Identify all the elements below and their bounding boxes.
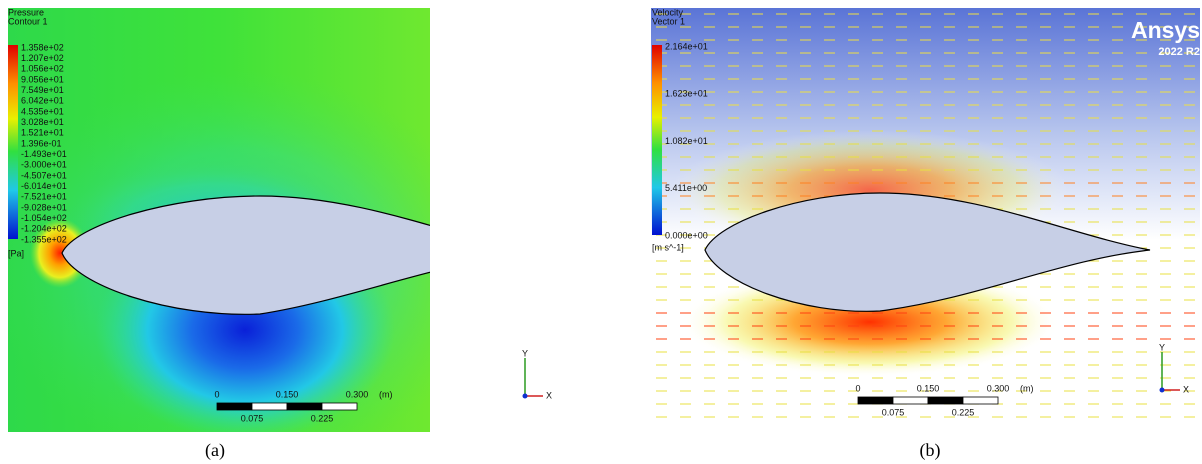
legend-label: 4.535e+01 <box>21 106 64 116</box>
version: 2022 R2 <box>518 46 560 58</box>
figure: PressureContour 11.358e+021.207e+021.056… <box>0 0 1202 464</box>
scale-label: 0.225 <box>311 413 334 423</box>
version: 2022 R2 <box>1158 46 1200 58</box>
legend-label: 7.549e+01 <box>21 85 64 95</box>
legend-label: 3.028e+01 <box>21 117 64 127</box>
legend-label: 1.082e+01 <box>665 136 708 146</box>
velocity-vectors <box>651 8 1200 430</box>
scale-segment <box>217 403 252 410</box>
legend-label: -1.204e+02 <box>21 224 67 234</box>
legend-label: 1.521e+01 <box>21 128 64 138</box>
brand-logo: Ansys <box>491 17 560 43</box>
scale-label: (m) <box>379 389 393 399</box>
axis-origin <box>523 394 528 399</box>
scale-segment <box>252 403 287 410</box>
scale-label: 0.075 <box>241 413 264 423</box>
scale-segment <box>322 403 357 410</box>
legend-label: -1.355e+02 <box>21 234 67 244</box>
legend-unit: [Pa] <box>8 248 24 258</box>
axis-y-label: Y <box>522 348 528 358</box>
legend-label: -1.493e+01 <box>21 149 67 159</box>
legend-label: -3.000e+01 <box>21 160 67 170</box>
legend-label: 9.056e+01 <box>21 74 64 84</box>
legend-unit: [m s^-1] <box>652 242 684 252</box>
scale-label: 0.225 <box>952 407 975 417</box>
scale-segment <box>893 397 928 404</box>
axis-x-label: X <box>546 390 552 400</box>
axis-origin <box>1160 388 1165 393</box>
legend-label: 1.358e+02 <box>21 42 64 52</box>
scale-segment <box>858 397 893 404</box>
legend-label: -1.054e+02 <box>21 213 67 223</box>
axis-x-label: X <box>1183 384 1189 394</box>
legend-label: 1.207e+02 <box>21 53 64 63</box>
legend-title: Vector 1 <box>652 16 685 26</box>
pressure-contour <box>0 8 530 464</box>
axis-y-label: Y <box>1159 342 1165 352</box>
caption: (a) <box>205 440 225 461</box>
legend-label: -9.028e+01 <box>21 202 67 212</box>
scale-label: 0.300 <box>987 383 1010 393</box>
scale-label: 0 <box>855 383 860 393</box>
brand-logo: Ansys <box>1131 17 1200 43</box>
scale-label: 0.150 <box>276 389 299 399</box>
caption: (b) <box>920 440 941 461</box>
legend-label: 5.411e+00 <box>665 183 707 193</box>
legend-label: -4.507e+01 <box>21 170 67 180</box>
scale-label: 0.300 <box>346 389 369 399</box>
legend-label: 1.396e-01 <box>21 138 62 148</box>
legend-label: 1.623e+01 <box>665 89 708 99</box>
legend-label: 2.164e+01 <box>665 41 708 51</box>
scale-label: 0 <box>214 389 219 399</box>
scale-label: (m) <box>1020 383 1034 393</box>
legend-title: Contour 1 <box>8 16 48 26</box>
legend-label: 1.056e+02 <box>21 64 64 74</box>
legend-label: 0.000e+00 <box>665 230 708 240</box>
legend-label: -7.521e+01 <box>21 192 67 202</box>
legend-label: -6.014e+01 <box>21 181 67 191</box>
scale-segment <box>963 397 998 404</box>
scale-label: 0.150 <box>917 383 940 393</box>
scale-segment <box>928 397 963 404</box>
scale-segment <box>287 403 322 410</box>
scale-label: 0.075 <box>882 407 905 417</box>
legend-label: 6.042e+01 <box>21 96 64 106</box>
